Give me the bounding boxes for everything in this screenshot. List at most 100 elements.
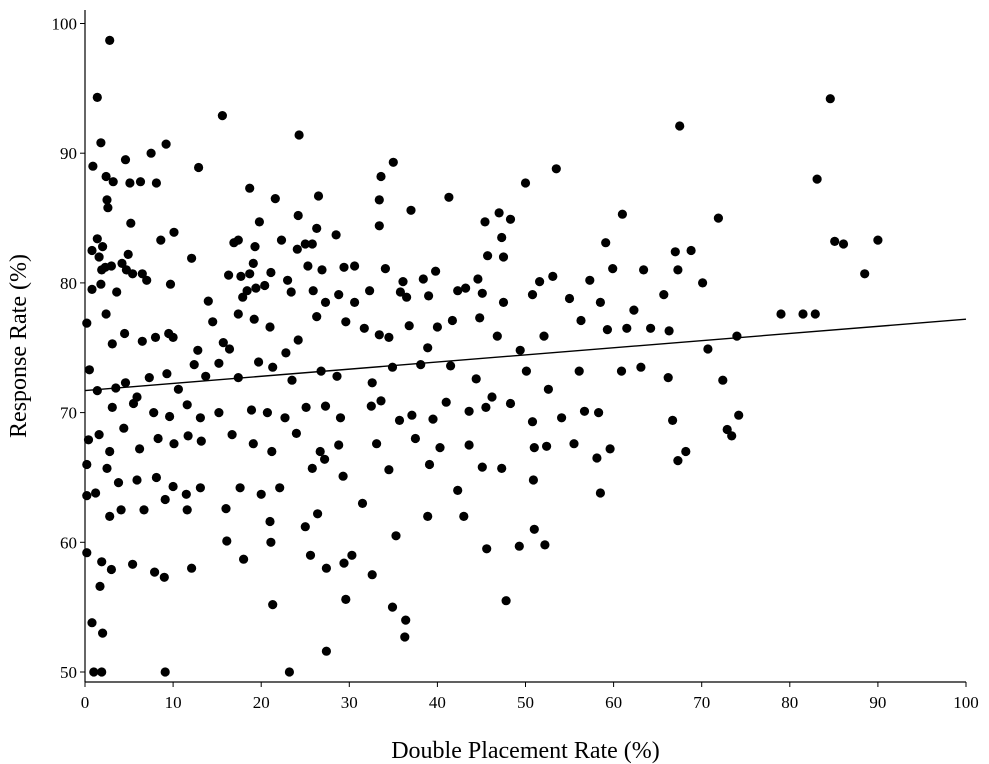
data-point (673, 456, 683, 466)
data-point (105, 446, 115, 457)
data-point (146, 148, 156, 158)
data-point (481, 402, 491, 412)
data-point (254, 357, 264, 367)
data-point (214, 408, 224, 418)
data-point (169, 227, 179, 237)
data-point (87, 245, 97, 256)
data-point (639, 265, 649, 275)
data-point (617, 209, 628, 219)
data-point (551, 164, 561, 174)
data-point (384, 332, 394, 342)
data-point (265, 322, 275, 332)
data-point (722, 424, 732, 435)
data-point (320, 454, 330, 464)
data-point (260, 280, 270, 291)
data-point (527, 290, 538, 300)
data-point (529, 443, 539, 453)
data-point (520, 178, 531, 188)
data-point (102, 195, 112, 205)
data-point (528, 475, 539, 485)
data-point (301, 402, 311, 412)
data-point (487, 392, 497, 402)
data-point (365, 286, 375, 296)
data-point (236, 271, 246, 281)
data-point (283, 275, 293, 285)
data-point (87, 618, 97, 628)
data-point (126, 218, 136, 228)
data-point (798, 309, 808, 319)
data-point (128, 269, 138, 279)
data-point (376, 396, 386, 406)
data-point (196, 436, 206, 446)
data-point (406, 205, 416, 215)
data-point (125, 178, 135, 188)
data-point (366, 401, 376, 411)
data-point (380, 264, 390, 274)
data-point (441, 397, 451, 407)
data-point (137, 336, 147, 346)
data-point (387, 362, 398, 372)
data-point (636, 362, 646, 372)
data-point (601, 238, 611, 248)
data-point (162, 369, 172, 379)
data-point (453, 485, 463, 495)
data-point (89, 667, 99, 677)
data-point (286, 287, 296, 297)
data-point (182, 400, 192, 410)
data-point (168, 332, 178, 342)
data-point (150, 567, 160, 577)
data-point (307, 463, 317, 473)
data-point (135, 177, 146, 187)
data-point (357, 498, 368, 508)
data-point (395, 287, 405, 297)
data-point (224, 344, 235, 354)
data-point (315, 446, 325, 457)
data-point (151, 472, 161, 483)
data-point (529, 524, 539, 534)
data-point (276, 235, 287, 245)
data-point (235, 483, 245, 493)
data-point (444, 192, 454, 202)
data-point (120, 378, 131, 388)
data-point (659, 290, 669, 300)
data-point (101, 171, 111, 182)
data-point (233, 309, 243, 319)
data-point (105, 511, 115, 521)
data-point (686, 245, 696, 256)
data-point (372, 439, 382, 449)
data-point (602, 325, 613, 335)
data-point (153, 433, 163, 444)
data-point (98, 242, 108, 252)
x-tick-label: 30 (341, 693, 358, 712)
data-point (359, 323, 369, 333)
data-point (535, 277, 545, 287)
data-point (670, 247, 680, 257)
data-point (416, 360, 426, 370)
data-point (103, 203, 113, 213)
data-point (605, 444, 615, 454)
data-point (173, 384, 183, 394)
data-point (384, 465, 394, 475)
data-point (160, 667, 170, 677)
x-tick-label: 70 (693, 693, 710, 712)
data-point (128, 398, 139, 409)
data-point (96, 138, 106, 148)
data-point (622, 323, 632, 333)
data-point (246, 405, 257, 415)
x-tick-label: 10 (165, 693, 182, 712)
x-tick-label: 0 (81, 693, 90, 712)
data-point (218, 338, 228, 348)
data-point (120, 155, 131, 165)
data-point (117, 258, 127, 268)
data-point (668, 415, 678, 425)
data-point (280, 413, 290, 423)
data-point (585, 275, 595, 285)
data-point (160, 494, 170, 505)
data-point (224, 270, 234, 280)
data-point (418, 274, 428, 284)
data-point (256, 489, 266, 499)
data-point (477, 288, 487, 298)
data-point (303, 261, 313, 271)
data-point (222, 536, 232, 546)
